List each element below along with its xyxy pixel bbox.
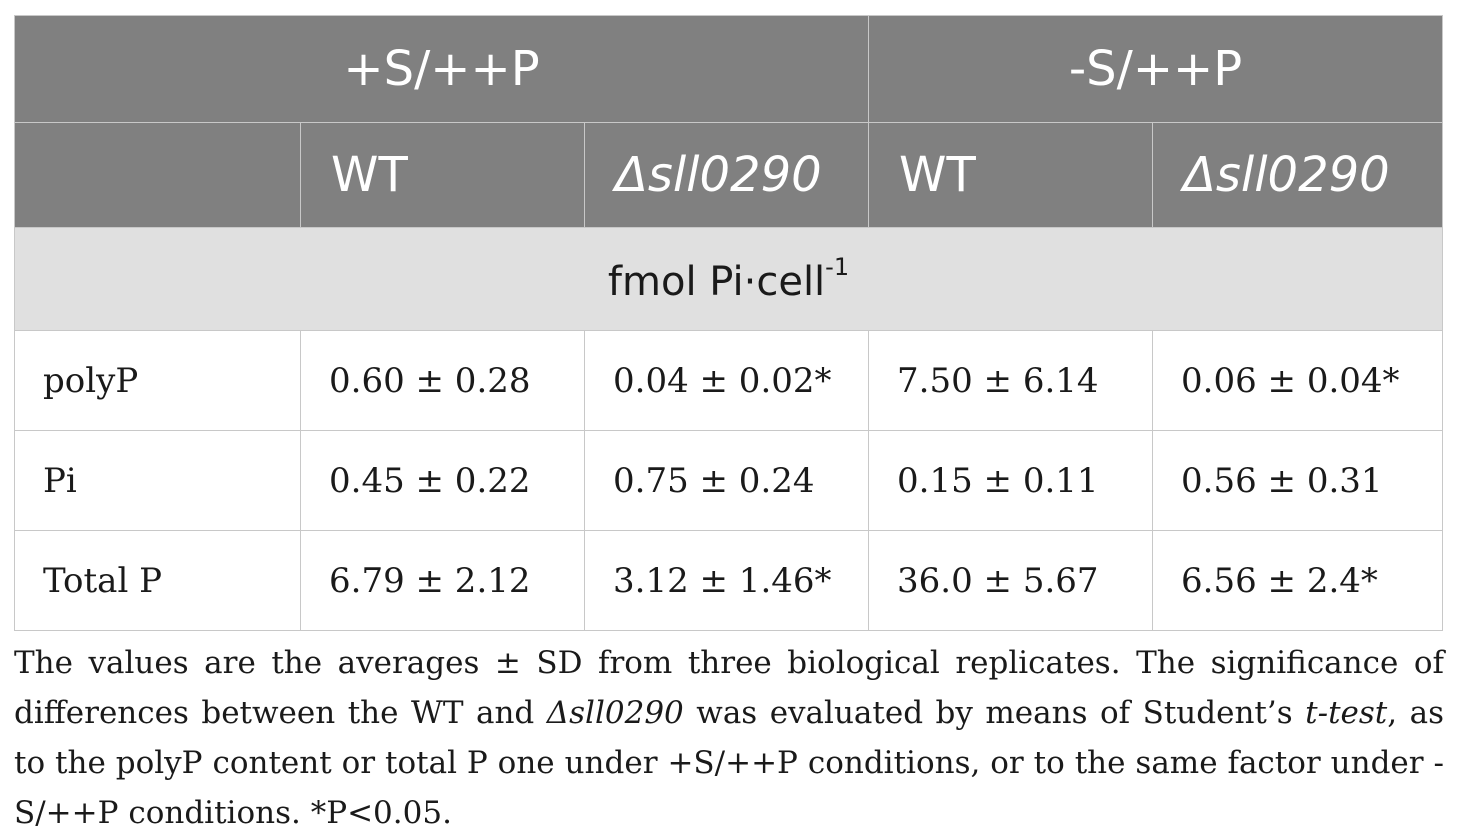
table-row: polyP 0.60 ± 0.28 0.04 ± 0.02* 7.50 ± 6.… xyxy=(14,330,1444,431)
table-cell: 3.12 ± 1.46* xyxy=(583,530,870,631)
sub-header-wt-2: WT xyxy=(868,122,1154,228)
sub-header-mutant-2: Δsll0290 xyxy=(1152,122,1444,228)
sub-header-row: WT Δsll0290 WT Δsll0290 xyxy=(14,122,1444,228)
group-header-plus-s: +S/++P xyxy=(13,15,870,123)
sub-header-mutant-1: Δsll0290 xyxy=(583,122,870,228)
table-cell: 7.50 ± 6.14 xyxy=(868,330,1154,431)
footnote-part1: The values are the averages ± SD from th… xyxy=(14,645,1444,731)
table-cell: 0.56 ± 0.31 xyxy=(1152,430,1444,531)
group-header-row: +S/++P -S/++P xyxy=(13,15,1444,123)
unit-row: fmol Pi·cell-1 xyxy=(13,227,1444,331)
results-table: +S/++P -S/++P WT Δsll0290 WT Δsll0290 fm… xyxy=(13,15,1444,631)
table-row: Pi 0.45 ± 0.22 0.75 ± 0.24 0.15 ± 0.11 0… xyxy=(14,430,1444,531)
table-cell: 6.56 ± 2.4* xyxy=(1152,530,1444,631)
footnote-mutant: Δsll0290 xyxy=(546,695,684,731)
group-header-minus-s: -S/++P xyxy=(868,15,1444,123)
table-cell: 0.60 ± 0.28 xyxy=(300,330,585,431)
unit-label: fmol Pi·cell xyxy=(607,259,826,305)
table-cell: 6.79 ± 2.12 xyxy=(300,530,585,631)
footnote-part3: , as to the polyP content or total P one… xyxy=(14,695,1444,831)
row-label: Pi xyxy=(14,430,301,531)
table-row: Total P 6.79 ± 2.12 3.12 ± 1.46* 36.0 ± … xyxy=(14,530,1444,631)
footnote-part2: was evaluated by means of Student’s xyxy=(683,695,1306,731)
unit-cell: fmol Pi·cell-1 xyxy=(13,227,1444,331)
footnote-test: t-test xyxy=(1305,695,1388,731)
unit-exponent: -1 xyxy=(825,253,850,281)
row-label: polyP xyxy=(14,330,301,431)
table-footnote: The values are the averages ± SD from th… xyxy=(14,638,1444,838)
table-cell: 0.45 ± 0.22 xyxy=(300,430,585,531)
table-cell: 0.75 ± 0.24 xyxy=(583,430,870,531)
table-cell: 0.04 ± 0.02* xyxy=(583,330,870,431)
table-cell: 36.0 ± 5.67 xyxy=(868,530,1154,631)
row-label: Total P xyxy=(14,530,301,631)
sub-header-wt-1: WT xyxy=(300,122,585,228)
table-cell: 0.15 ± 0.11 xyxy=(868,430,1154,531)
sub-header-blank xyxy=(14,122,301,228)
table-cell: 0.06 ± 0.04* xyxy=(1152,330,1444,431)
